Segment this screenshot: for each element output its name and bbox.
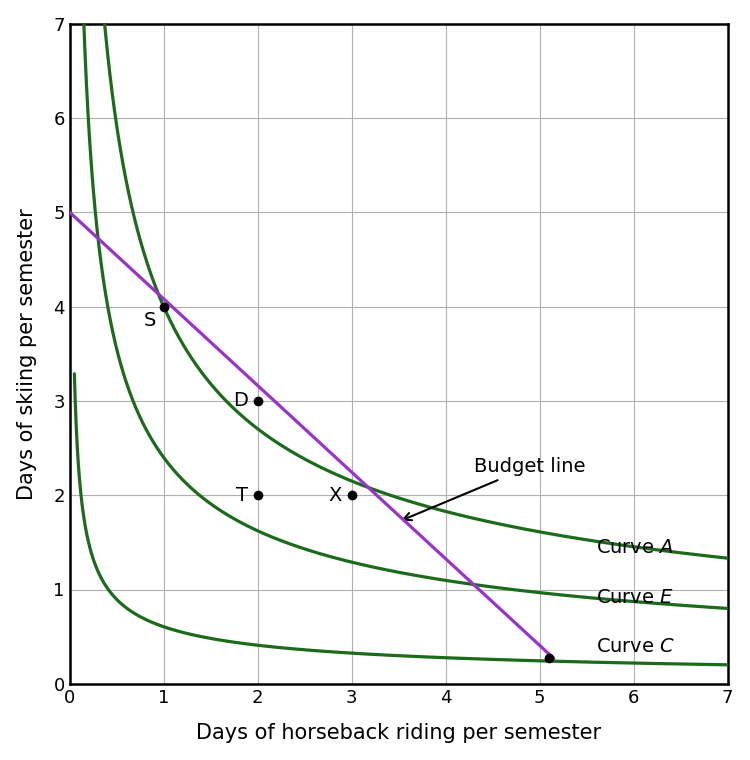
Text: Budget line: Budget line (404, 458, 585, 520)
X-axis label: Days of horseback riding per semester: Days of horseback riding per semester (196, 724, 602, 743)
Text: T: T (236, 486, 248, 505)
Text: D: D (233, 391, 248, 410)
Text: Curve $E$: Curve $E$ (596, 587, 674, 606)
Text: Curve $A$: Curve $A$ (596, 537, 674, 556)
Text: Curve $C$: Curve $C$ (596, 637, 675, 656)
Text: X: X (328, 486, 342, 505)
Text: S: S (144, 312, 156, 331)
Y-axis label: Days of skiing per semester: Days of skiing per semester (16, 208, 37, 499)
